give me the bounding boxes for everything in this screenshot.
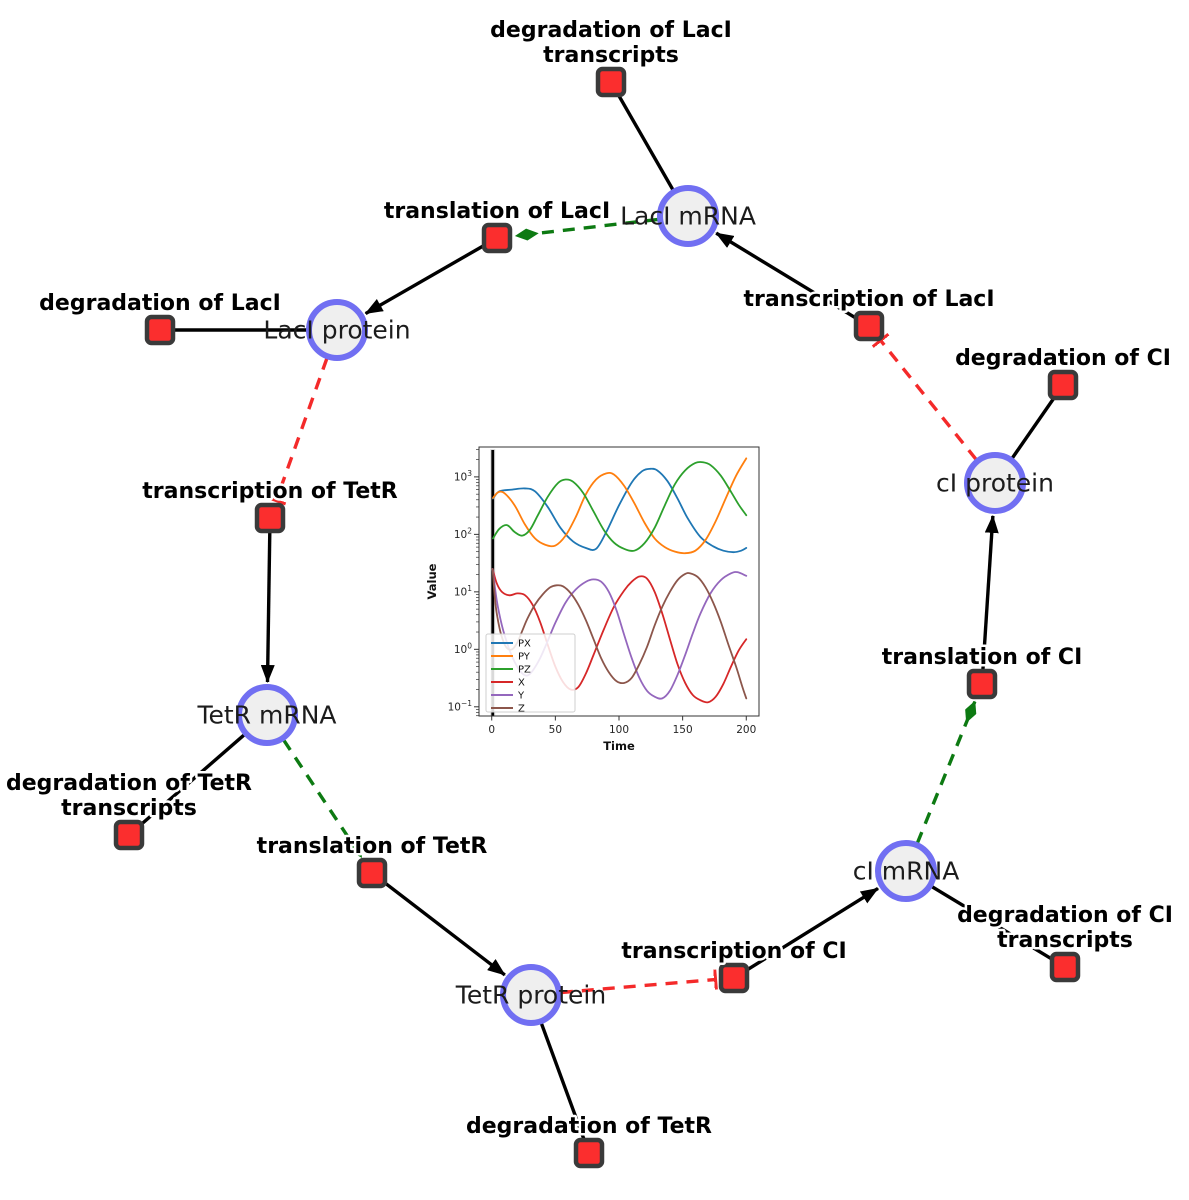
y-tick-label: 102	[454, 526, 472, 541]
y-tick-label: 10−1	[448, 699, 473, 714]
edge-product-tx_laci-laci_mrna	[715, 231, 860, 322]
timeseries-inset-chart: 0 50 100 150 20010−1100101102103TimeValuePXP…	[425, 446, 760, 753]
edge-reactant-ci_protein-deg_ci	[1010, 393, 1058, 460]
reaction-label-deg_ci_tx: transcripts	[997, 928, 1133, 953]
reaction-label-transl_ci: translation of CI	[882, 645, 1083, 670]
series-line-X	[491, 568, 748, 704]
reaction-label-deg_tetr_tx: transcripts	[61, 796, 197, 821]
reaction-node-transl_ci	[966, 668, 998, 700]
reaction-label-deg_tetr: degradation of TetR	[466, 1114, 712, 1139]
species-label-tetr_protein: TetR protein	[455, 981, 606, 1010]
legend-label-Y: Y	[517, 691, 525, 702]
species-node-ci_mrna	[875, 840, 937, 902]
reaction-label-transl_laci: translation of LacI	[384, 199, 610, 224]
edge-reactant-tetr_protein-deg_tetr	[539, 1022, 587, 1143]
edge-product-transl_ci-ci_protein	[981, 514, 999, 673]
y-tick-label: 103	[454, 469, 472, 484]
legend-label-PZ: PZ	[518, 665, 531, 676]
reaction-node-tx_ci	[718, 962, 750, 994]
species-node-ci_protein	[964, 452, 1026, 514]
legend-label-Z: Z	[518, 704, 525, 715]
reaction-label-tx_laci: transcription of LacI	[743, 287, 994, 312]
species-label-laci_mrna: LacI mRNA	[620, 202, 756, 231]
legend-label-PX: PX	[518, 639, 531, 650]
reaction-label-transl_tetr: translation of TetR	[257, 834, 488, 859]
reaction-label-deg_ci_tx: degradation of CI	[957, 903, 1173, 928]
species-node-tetr_protein	[500, 964, 562, 1026]
edge-inhibition-laci_protein-tx_tetr	[276, 357, 329, 500]
species-node-laci_mrna	[657, 185, 719, 247]
reaction-label-tx_tetr: transcription of TetR	[142, 479, 398, 504]
x-tick-label: 100	[609, 724, 629, 736]
y-tick-label: 101	[454, 584, 472, 599]
species-node-tetr_mrna	[236, 684, 298, 746]
species-label-laci_protein: LacI protein	[263, 316, 410, 345]
y-axis-label: Value	[425, 563, 439, 599]
species-label-ci_mrna: cI mRNA	[853, 857, 960, 886]
reaction-node-deg_ci_tx	[1049, 951, 1081, 983]
legend-label-X: X	[518, 678, 525, 689]
edge-product-transl_laci-laci_protein	[364, 242, 488, 316]
series-line-PZ	[492, 461, 748, 552]
edge-product-transl_tetr-tetr_protein	[380, 878, 506, 977]
x-tick-label: 150	[673, 724, 693, 736]
series-line-PY	[492, 457, 748, 555]
reaction-node-tx_tetr	[254, 502, 286, 534]
y-tick-label: 100	[454, 641, 472, 656]
legend-box	[485, 633, 576, 713]
reaction-node-deg_laci	[144, 314, 176, 346]
reaction-node-deg_ci	[1047, 369, 1079, 401]
edge-modifier-ci_mrna-transl_ci	[915, 700, 977, 844]
legend: PX PY PZ XYZ	[485, 633, 576, 715]
edge-modifier-tetr_mrna-transl_tetr	[282, 739, 363, 859]
legend-label-PY: PY	[518, 652, 531, 663]
reaction-label-deg_ci: degradation of CI	[955, 346, 1171, 371]
species-label-ci_protein: cI protein	[936, 469, 1054, 498]
reaction-node-deg_tetr_tx	[113, 819, 145, 851]
reaction-label-deg_laci_tx: transcripts	[543, 43, 679, 68]
reaction-label-deg_laci: degradation of LacI	[39, 291, 281, 316]
edge-reactant-ci_mrna-deg_ci_tx	[930, 885, 1056, 963]
reaction-node-transl_tetr	[356, 857, 388, 889]
edge-product-tx_ci-ci_mrna	[743, 886, 879, 974]
x-tick-label: 0	[488, 724, 495, 736]
series-line-PX	[492, 467, 748, 554]
reaction-node-tx_laci	[853, 310, 885, 342]
x-axis-label: Time	[603, 739, 635, 753]
edge-product-tx_tetr-tetr_mrna	[260, 529, 275, 684]
edge-inhibition-tetr_protein-tx_ci	[560, 980, 715, 995]
reaction-label-deg_tetr_tx: degradation of TetR	[6, 771, 252, 796]
reaction-label-deg_laci_tx: degradation of LacI	[490, 18, 732, 43]
reaction-label-tx_ci: transcription of CI	[621, 939, 846, 964]
edge-reactant-laci_mrna-deg_laci_tx	[615, 91, 675, 191]
edge-modifier-laci_mrna-transl_laci	[514, 217, 659, 241]
reaction-node-transl_laci	[481, 222, 513, 254]
x-tick-label: 50	[549, 724, 562, 736]
edge-inhibition-ci_protein-tx_laci	[881, 341, 978, 461]
reaction-node-deg_laci_tx	[595, 66, 627, 98]
reaction-node-deg_tetr	[573, 1137, 605, 1169]
edge-reactant-tetr_mrna-deg_tetr_tx	[136, 733, 246, 829]
species-node-laci_protein	[306, 299, 368, 361]
species-label-tetr_mrna: TetR mRNA	[196, 701, 336, 730]
x-tick-label: 200	[736, 724, 756, 736]
